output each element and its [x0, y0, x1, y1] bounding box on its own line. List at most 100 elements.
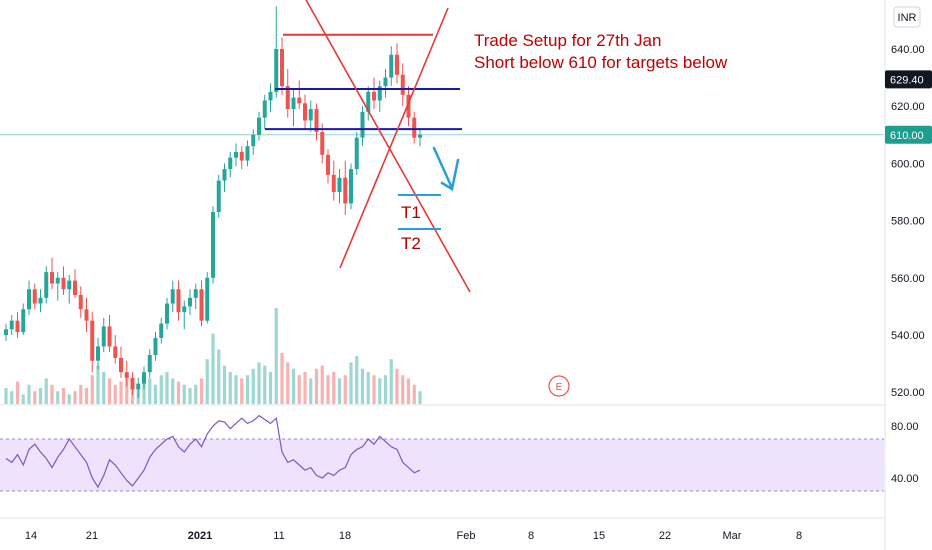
- volume-bar: [286, 362, 290, 404]
- volume-bar: [389, 359, 393, 404]
- volume-bar: [418, 391, 422, 404]
- candle-body: [153, 337, 158, 356]
- candle-body: [124, 372, 129, 378]
- candle-body: [165, 303, 169, 324]
- candle-body: [308, 109, 313, 121]
- volume-bar: [217, 349, 221, 404]
- price-tick-label: 560.00: [891, 273, 925, 285]
- volume-bar: [159, 375, 163, 404]
- volume-bar: [268, 372, 273, 404]
- candle-body: [268, 91, 273, 101]
- volume-bar: [332, 372, 336, 404]
- time-tick-label: 22: [659, 530, 671, 542]
- volume-bar: [211, 333, 215, 404]
- candle-body: [199, 289, 204, 321]
- volume-bar: [182, 384, 186, 404]
- rsi-tick-label: 40.00: [891, 473, 919, 485]
- candle-body: [205, 277, 210, 321]
- time-tick-label: 18: [339, 530, 351, 542]
- candle-body: [32, 289, 37, 304]
- volume-bar: [406, 378, 411, 404]
- volume-bar: [165, 372, 169, 404]
- time-tick-label: 21: [86, 530, 98, 542]
- candle-body: [4, 329, 8, 335]
- time-tick-label: 8: [796, 530, 802, 542]
- candle-body: [291, 97, 296, 110]
- price-tick-label: 620.00: [891, 101, 925, 113]
- candle-body: [389, 54, 394, 78]
- rsi-line: [5, 414, 421, 489]
- candle-body: [107, 326, 112, 347]
- earnings-marker-label: E: [556, 382, 563, 393]
- candle-body: [349, 169, 353, 204]
- candle-body: [193, 289, 198, 298]
- price-badge-label: 610.00: [890, 130, 924, 142]
- earnings-marker[interactable]: E: [548, 375, 570, 397]
- candle-body: [412, 117, 417, 138]
- volume-bar: [96, 365, 100, 404]
- candle-body: [216, 180, 221, 213]
- candle-body: [366, 91, 371, 112]
- currency-label: INR: [898, 12, 917, 24]
- candle-body: [113, 346, 118, 358]
- volume-bar: [349, 362, 353, 404]
- pattern-trend-line[interactable]: [305, 0, 471, 293]
- candle-body: [245, 146, 250, 161]
- volume-bars: [4, 308, 422, 404]
- volume-bar: [188, 388, 192, 404]
- price-tick-label: 520.00: [891, 387, 925, 399]
- candle-body: [27, 289, 31, 310]
- candle-body: [320, 131, 325, 155]
- candle-body: [176, 289, 181, 313]
- volume-bar: [125, 375, 129, 404]
- candle-body: [78, 294, 83, 310]
- volume-bar: [15, 381, 20, 404]
- candle-body: [251, 134, 256, 147]
- candle-body: [182, 306, 187, 313]
- candles: [4, 6, 422, 398]
- volume-bar: [228, 372, 232, 404]
- volume-bar: [320, 365, 324, 404]
- candle-body: [274, 49, 279, 92]
- currency-button[interactable]: INR: [893, 6, 921, 28]
- volume-bar: [360, 368, 365, 404]
- price-tick-label: 640.00: [891, 44, 925, 56]
- volume-bar: [21, 394, 25, 404]
- volume-bar: [176, 381, 181, 404]
- candle-body: [147, 355, 152, 373]
- candle-body: [101, 326, 106, 347]
- candle-body: [159, 323, 164, 338]
- pattern-trend-line[interactable]: [339, 7, 449, 269]
- volume-bar: [222, 365, 227, 404]
- volume-bar: [303, 372, 307, 404]
- volume-bar: [153, 384, 158, 404]
- arrow-down-icon[interactable]: [432, 146, 460, 191]
- volume-bar: [234, 375, 238, 404]
- candle-body: [303, 103, 307, 121]
- drawings[interactable]: T1 T2: [265, 0, 471, 293]
- candle-body: [377, 86, 382, 101]
- volume-bar: [171, 378, 175, 404]
- time-tick-label: 2021: [188, 530, 212, 542]
- candle-body: [239, 151, 244, 161]
- candle-body: [136, 383, 141, 390]
- volume-bar: [366, 372, 370, 404]
- volume-bar: [280, 352, 284, 404]
- candle-body: [326, 154, 330, 175]
- volume-bar: [107, 378, 112, 404]
- candle-body: [337, 177, 342, 192]
- volume-bar: [378, 378, 382, 404]
- candle-body: [314, 109, 319, 132]
- volume-bar: [44, 378, 48, 404]
- volume-bar: [372, 375, 376, 404]
- candle-body: [119, 357, 123, 373]
- annotation-line-1: Trade Setup for 27th Jan: [474, 31, 661, 50]
- candle-body: [84, 309, 89, 321]
- candle-body: [67, 280, 72, 290]
- volume-bar: [401, 375, 405, 404]
- volume-bar: [61, 388, 66, 404]
- price-badge-label: 629.40: [890, 74, 924, 86]
- volume-bar: [73, 391, 77, 404]
- candle-body: [222, 169, 227, 181]
